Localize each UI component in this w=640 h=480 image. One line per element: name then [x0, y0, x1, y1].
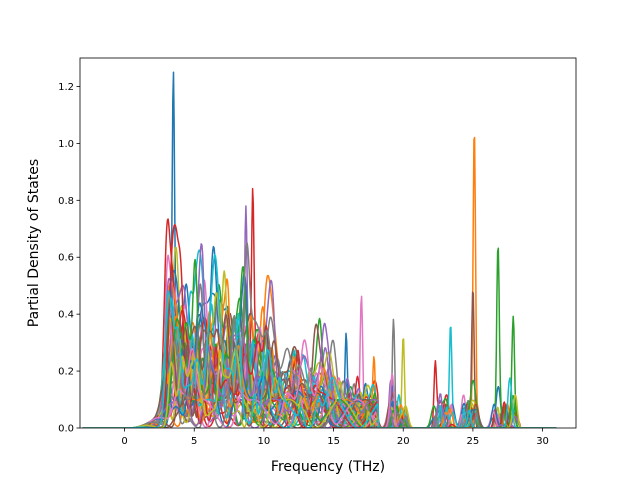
y-axis-ticks: 0.0 0.2 0.4 0.6 0.8 1.0 1.2	[58, 82, 80, 435]
y-axis-title: Partial Density of States	[26, 159, 42, 327]
y-tick-label: 1.2	[58, 82, 74, 93]
y-tick-label: 0.8	[58, 196, 74, 207]
x-axis-ticks: 0 5 10 15 20 25 30	[121, 428, 549, 447]
y-tick-label: 1.0	[58, 139, 74, 150]
x-tick-label: 20	[397, 436, 410, 447]
y-tick-label: 0.0	[58, 424, 74, 435]
x-axis-title: Frequency (THz)	[271, 459, 385, 475]
x-tick-label: 15	[327, 436, 340, 447]
y-tick-label: 0.6	[58, 253, 74, 264]
y-tick-label: 0.4	[58, 310, 74, 321]
y-tick-label: 0.2	[58, 367, 74, 378]
x-tick-label: 25	[467, 436, 480, 447]
x-tick-label: 0	[121, 436, 127, 447]
x-tick-label: 10	[258, 436, 271, 447]
plot-frame	[79, 57, 577, 429]
x-tick-label: 30	[536, 436, 549, 447]
pdos-series-line	[82, 254, 557, 428]
series-layer	[82, 71, 557, 428]
x-tick-label: 5	[191, 436, 197, 447]
pdos-series-line	[82, 300, 557, 428]
